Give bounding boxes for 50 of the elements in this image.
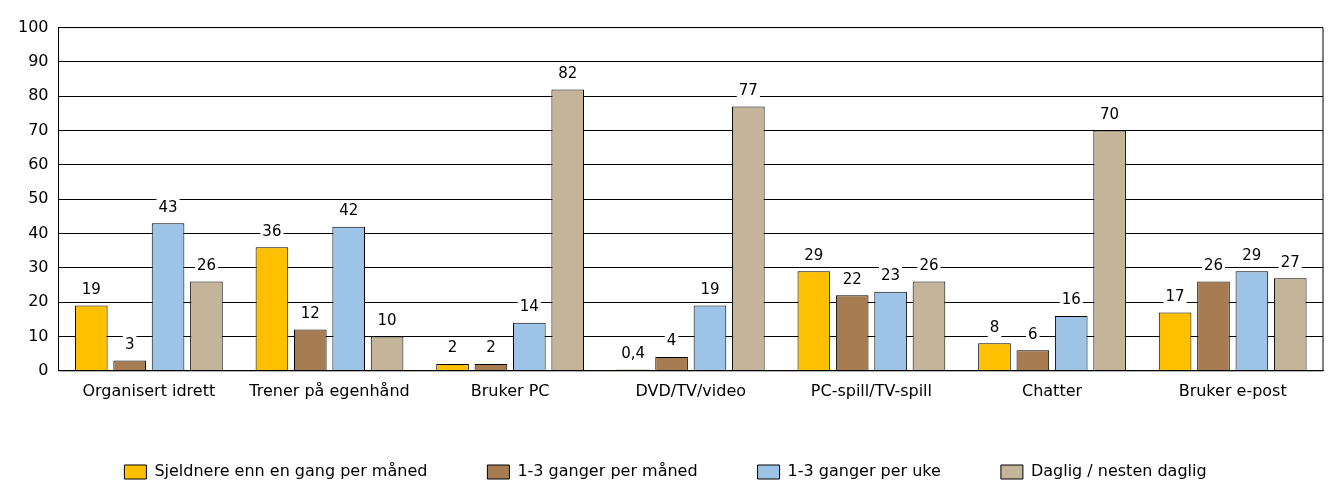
data-label: 36 [262, 221, 282, 240]
y-tick-label: 90 [28, 51, 49, 71]
data-label: 10 [377, 310, 397, 329]
data-label: 29 [1242, 245, 1262, 264]
y-tick-label: 100 [17, 16, 49, 36]
data-label: 14 [519, 297, 539, 316]
data-label: 6 [1028, 324, 1038, 343]
data-label: 2 [486, 338, 496, 357]
data-label: 82 [558, 63, 578, 82]
data-label: 26 [1203, 255, 1224, 274]
data-label: 19 [81, 279, 101, 298]
data-label: 17 [1165, 286, 1185, 305]
y-tick-label: 30 [28, 257, 49, 276]
legend-label: 1-3 ganger per måned [517, 461, 698, 481]
data-label: 2 [447, 338, 458, 357]
data-label: 3 [124, 334, 135, 353]
data-label: 29 [804, 245, 824, 264]
x-tick-label: Organisert idrett [82, 380, 216, 400]
data-label: 16 [1061, 290, 1081, 309]
data-label: 0,4 [621, 343, 646, 362]
data-label: 26 [196, 255, 216, 274]
x-tick-label: DVD/TV/video [635, 380, 747, 400]
y-tick-label: 0 [38, 359, 49, 379]
data-label: 77 [738, 80, 758, 99]
data-label: 42 [339, 201, 359, 220]
legend-label: Daglig / nesten daglig [1030, 461, 1207, 481]
data-label: 23 [881, 266, 901, 285]
data-label: 26 [919, 255, 939, 274]
y-tick-label: 60 [28, 154, 49, 174]
data-label: 8 [989, 317, 1000, 336]
y-tick-label: 40 [28, 222, 49, 242]
x-tick-label: Chatter [1022, 380, 1083, 400]
data-label: 43 [158, 197, 178, 216]
x-tick-label: Bruker PC [470, 380, 550, 400]
y-tick-label: 20 [28, 291, 49, 311]
x-tick-label: PC-spill/TV-spill [810, 380, 933, 400]
data-label: 22 [842, 269, 862, 288]
legend-label: 1-3 ganger per uke [787, 461, 941, 481]
y-tick-label: 10 [28, 325, 49, 345]
y-tick-label: 50 [28, 188, 49, 208]
data-label: 19 [700, 279, 720, 298]
legend-label: Sjeldnere enn en gang per måned [154, 461, 428, 481]
data-label: 70 [1100, 104, 1120, 123]
data-label: 27 [1280, 252, 1300, 271]
data-label: 4 [666, 331, 677, 350]
y-tick-label: 70 [28, 119, 49, 139]
x-tick-label: Trener på egenhånd [248, 380, 410, 400]
data-label: 12 [300, 304, 320, 323]
x-tick-label: Bruker e-post [1178, 380, 1287, 400]
y-tick-label: 80 [28, 85, 49, 105]
